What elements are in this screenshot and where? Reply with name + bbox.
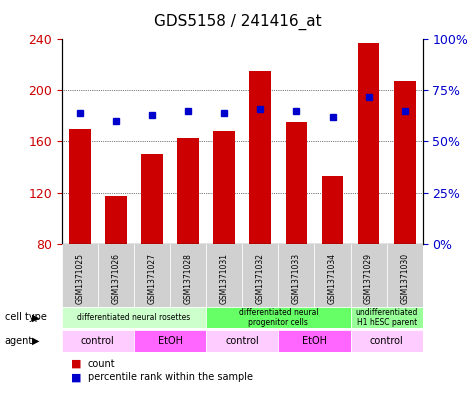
FancyBboxPatch shape bbox=[206, 244, 242, 307]
Text: control: control bbox=[81, 336, 115, 346]
Bar bbox=[285, 122, 307, 244]
FancyBboxPatch shape bbox=[314, 244, 351, 307]
Bar bbox=[322, 176, 343, 244]
FancyBboxPatch shape bbox=[351, 244, 387, 307]
FancyBboxPatch shape bbox=[206, 307, 351, 328]
Text: GSM1371025: GSM1371025 bbox=[76, 253, 84, 304]
FancyBboxPatch shape bbox=[351, 330, 423, 352]
Text: EtOH: EtOH bbox=[302, 336, 327, 346]
Text: control: control bbox=[370, 336, 404, 346]
Bar bbox=[249, 71, 271, 244]
Bar bbox=[358, 43, 380, 244]
Bar bbox=[213, 131, 235, 244]
FancyBboxPatch shape bbox=[278, 244, 314, 307]
Text: EtOH: EtOH bbox=[158, 336, 182, 346]
FancyBboxPatch shape bbox=[134, 330, 206, 352]
FancyBboxPatch shape bbox=[62, 244, 98, 307]
Text: percentile rank within the sample: percentile rank within the sample bbox=[88, 372, 253, 382]
Text: GSM1371030: GSM1371030 bbox=[400, 253, 409, 304]
Bar bbox=[394, 81, 416, 244]
FancyBboxPatch shape bbox=[134, 244, 170, 307]
Text: count: count bbox=[88, 358, 115, 369]
Bar bbox=[69, 129, 91, 244]
Text: GSM1371031: GSM1371031 bbox=[220, 253, 228, 304]
Text: ▶: ▶ bbox=[32, 336, 39, 346]
FancyBboxPatch shape bbox=[278, 330, 351, 352]
Text: GDS5158 / 241416_at: GDS5158 / 241416_at bbox=[154, 14, 321, 30]
Text: undifferentiated
H1 hESC parent: undifferentiated H1 hESC parent bbox=[355, 308, 418, 327]
Text: differentiated neural rosettes: differentiated neural rosettes bbox=[77, 313, 190, 322]
FancyBboxPatch shape bbox=[387, 244, 423, 307]
Text: GSM1371026: GSM1371026 bbox=[112, 253, 120, 304]
Text: cell type: cell type bbox=[5, 312, 47, 322]
Bar bbox=[141, 154, 163, 244]
Text: ■: ■ bbox=[71, 372, 82, 382]
Text: GSM1371034: GSM1371034 bbox=[328, 253, 337, 304]
Text: differentiated neural
progenitor cells: differentiated neural progenitor cells bbox=[238, 308, 318, 327]
Text: GSM1371028: GSM1371028 bbox=[184, 253, 192, 304]
Text: control: control bbox=[225, 336, 259, 346]
Text: GSM1371029: GSM1371029 bbox=[364, 253, 373, 304]
Text: GSM1371033: GSM1371033 bbox=[292, 253, 301, 304]
FancyBboxPatch shape bbox=[170, 244, 206, 307]
Bar bbox=[177, 138, 199, 244]
FancyBboxPatch shape bbox=[98, 244, 134, 307]
FancyBboxPatch shape bbox=[351, 307, 423, 328]
Text: GSM1371027: GSM1371027 bbox=[148, 253, 156, 304]
Bar bbox=[105, 196, 127, 244]
FancyBboxPatch shape bbox=[62, 307, 206, 328]
Text: ■: ■ bbox=[71, 358, 82, 369]
FancyBboxPatch shape bbox=[62, 330, 134, 352]
FancyBboxPatch shape bbox=[206, 330, 278, 352]
Text: ▶: ▶ bbox=[32, 312, 39, 322]
Text: agent: agent bbox=[5, 336, 33, 346]
Text: GSM1371032: GSM1371032 bbox=[256, 253, 265, 304]
FancyBboxPatch shape bbox=[242, 244, 278, 307]
